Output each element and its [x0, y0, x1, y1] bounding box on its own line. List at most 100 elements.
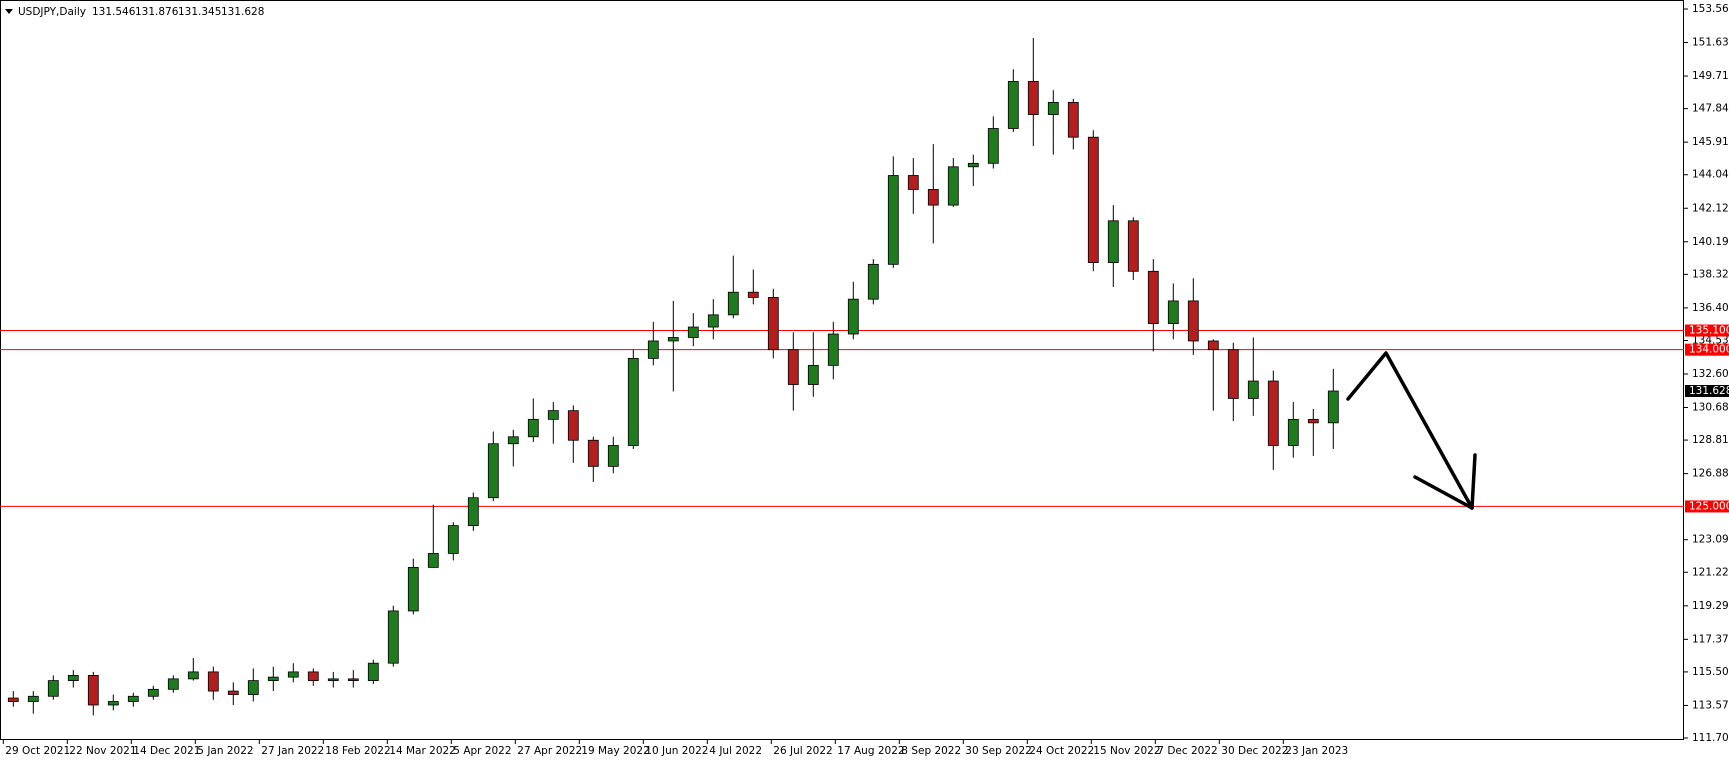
candle-body — [787, 349, 799, 385]
candle-body — [1107, 220, 1119, 263]
y-tick-label: 115.500 — [1692, 666, 1729, 678]
y-tick-label: 123.090 — [1692, 534, 1729, 546]
candle-body — [627, 357, 639, 446]
y-tick-label: 126.885 — [1692, 468, 1729, 480]
candle-body — [7, 697, 19, 702]
candle-body — [1027, 81, 1039, 115]
candle-body — [67, 674, 79, 682]
candle-body — [327, 678, 339, 682]
candles — [7, 37, 1339, 716]
candle-body — [967, 162, 979, 168]
candle-body — [567, 410, 579, 441]
candle-body — [687, 326, 699, 338]
candle-body — [487, 443, 499, 499]
candle-body — [307, 671, 319, 682]
y-tick-label: 144.045 — [1692, 169, 1729, 181]
y-tick-label: 153.560 — [1692, 3, 1729, 15]
candle-body — [1167, 300, 1179, 324]
candle-body — [447, 525, 459, 554]
candle-body — [407, 566, 419, 612]
level-label-bg — [1685, 343, 1729, 356]
x-tick-label: 30 Sep 2022 — [965, 745, 1032, 757]
y-tick-label: 113.575 — [1692, 699, 1729, 711]
candle-body — [807, 364, 819, 385]
candle-body — [607, 445, 619, 467]
x-tick-label: 30 Dec 2022 — [1221, 745, 1288, 757]
x-tick-label: 8 Sep 2022 — [901, 745, 961, 757]
level-label: 125.000 — [1689, 500, 1729, 512]
candle-body — [887, 175, 899, 265]
candle-body — [747, 291, 759, 298]
candle-body — [1067, 101, 1079, 138]
x-tick-label: 5 Apr 2022 — [453, 745, 511, 757]
y-tick-label: 128.810 — [1692, 434, 1729, 446]
candle-body — [1127, 220, 1139, 272]
candle-body — [1147, 270, 1159, 324]
y-tick-label: 117.370 — [1692, 633, 1729, 645]
header-close: 131.628 — [221, 6, 264, 18]
y-tick-label: 121.220 — [1692, 566, 1729, 578]
header-open: 131.546 — [92, 6, 136, 18]
candle-body — [587, 439, 599, 467]
candle-body — [367, 662, 379, 682]
last-price-bg — [1685, 384, 1729, 397]
candle-body — [147, 688, 159, 697]
last-price-label: 131.628 — [1689, 385, 1729, 397]
x-tick-label: 7 Dec 2022 — [1157, 745, 1217, 757]
candle-body — [287, 671, 299, 678]
candle-body — [127, 695, 139, 702]
y-tick-label: 140.195 — [1692, 236, 1729, 248]
x-tick-label: 29 Oct 2021 — [5, 745, 70, 757]
candle-body — [27, 695, 39, 702]
x-tick-label: 22 Nov 2021 — [69, 745, 136, 757]
candle-body — [1087, 136, 1099, 263]
candle-body — [1227, 349, 1239, 399]
y-tick-label: 119.295 — [1692, 600, 1729, 612]
candle-body — [1247, 380, 1259, 399]
candle-body — [1207, 340, 1219, 351]
candle-body — [867, 263, 879, 300]
x-tick-label: 24 Oct 2022 — [1029, 745, 1094, 757]
x-tick-label: 14 Dec 2021 — [133, 745, 200, 757]
y-tick-label: 130.680 — [1692, 402, 1729, 414]
candle-body — [87, 674, 99, 706]
candle-body — [347, 678, 359, 682]
x-tick-label: 4 Jul 2022 — [709, 745, 762, 757]
y-tick-label: 134.530 — [1692, 334, 1729, 346]
candle-body — [1047, 101, 1059, 115]
candle-body — [267, 676, 279, 682]
candle-body — [947, 166, 959, 206]
candle-body — [1187, 300, 1199, 342]
x-tick-label: 18 Feb 2022 — [325, 745, 390, 757]
y-tick-label: 142.120 — [1692, 202, 1729, 214]
candle-body — [987, 128, 999, 164]
x-tick-label: 14 Mar 2022 — [389, 745, 456, 757]
x-tick-label: 17 Aug 2022 — [837, 745, 904, 757]
x-tick-label: 27 Jan 2022 — [261, 745, 324, 757]
x-tick-label: 5 Jan 2022 — [197, 745, 253, 757]
candle-body — [547, 410, 559, 420]
x-tick-label: 26 Jul 2022 — [773, 745, 832, 757]
candle-body — [527, 418, 539, 438]
candle-body — [647, 340, 659, 359]
candle-body — [1267, 380, 1279, 446]
level-label: 135.100 — [1689, 325, 1729, 337]
level-label-bg — [1685, 500, 1729, 513]
candle-body — [767, 297, 779, 351]
candle-body — [847, 298, 859, 335]
level-label: 134.000 — [1689, 344, 1729, 356]
candle-body — [47, 680, 59, 697]
menu-triangle — [5, 9, 13, 14]
candle-body — [707, 314, 719, 328]
candle-body — [927, 189, 939, 206]
candle-body — [827, 333, 839, 366]
forecast-arrow — [1346, 351, 1477, 510]
y-tick-label: 149.710 — [1692, 70, 1729, 82]
candle-body — [1287, 418, 1299, 446]
candle-body — [1327, 390, 1339, 424]
x-tick-label: 19 May 2022 — [581, 745, 649, 757]
candle-body — [107, 701, 119, 706]
y-tick-label: 132.605 — [1692, 368, 1729, 380]
y-tick-label: 138.325 — [1692, 268, 1729, 280]
